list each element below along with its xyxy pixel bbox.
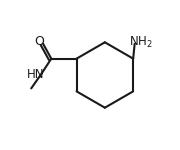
Text: HN: HN	[27, 68, 45, 81]
Text: O: O	[34, 35, 44, 48]
Text: NH$_2$: NH$_2$	[129, 35, 153, 50]
